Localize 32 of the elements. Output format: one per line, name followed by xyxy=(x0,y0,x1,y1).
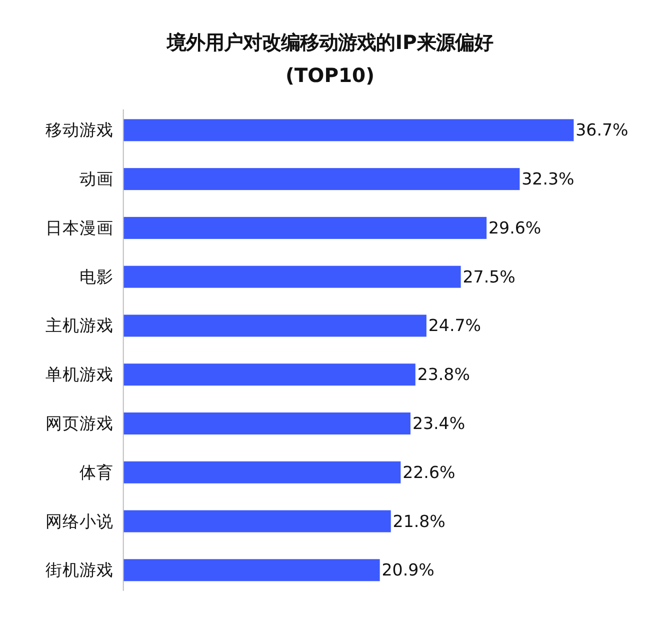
chart-title: 境外用户对改编移动游戏的IP来源偏好 xyxy=(166,30,493,54)
y-tick-label: 日本漫画 xyxy=(46,218,114,238)
y-tick-label: 动画 xyxy=(80,170,114,189)
y-tick-label: 移动游戏 xyxy=(46,120,114,140)
data-label: 36.7% xyxy=(576,120,628,140)
y-tick-label: 街机游戏 xyxy=(46,560,114,580)
chart-subtitle: (TOP10) xyxy=(285,64,375,88)
data-label: 21.8% xyxy=(392,512,446,531)
data-label: 24.7% xyxy=(428,316,482,336)
bar xyxy=(123,559,380,582)
bar xyxy=(123,314,426,337)
data-label: 27.5% xyxy=(462,267,516,286)
data-label: 23.8% xyxy=(417,365,470,384)
bar xyxy=(123,266,461,288)
y-tick-label: 电影 xyxy=(80,267,114,286)
bar xyxy=(123,364,416,386)
data-label: 29.6% xyxy=(488,218,542,238)
y-tick-label: 网络小说 xyxy=(46,512,114,531)
y-tick-label: 主机游戏 xyxy=(46,316,114,336)
data-label: 23.4% xyxy=(412,414,466,433)
y-tick-label: 网页游戏 xyxy=(46,414,114,433)
bar xyxy=(123,510,391,532)
y-tick-label: 体育 xyxy=(80,462,114,482)
data-label: 22.6% xyxy=(402,462,456,482)
bar xyxy=(123,168,520,190)
y-tick-label: 单机游戏 xyxy=(46,365,114,384)
bar xyxy=(123,216,487,239)
bar xyxy=(123,412,410,434)
bar xyxy=(123,461,401,484)
data-label: 32.3% xyxy=(522,170,574,189)
data-label: 20.9% xyxy=(382,560,434,580)
bar xyxy=(123,119,574,142)
